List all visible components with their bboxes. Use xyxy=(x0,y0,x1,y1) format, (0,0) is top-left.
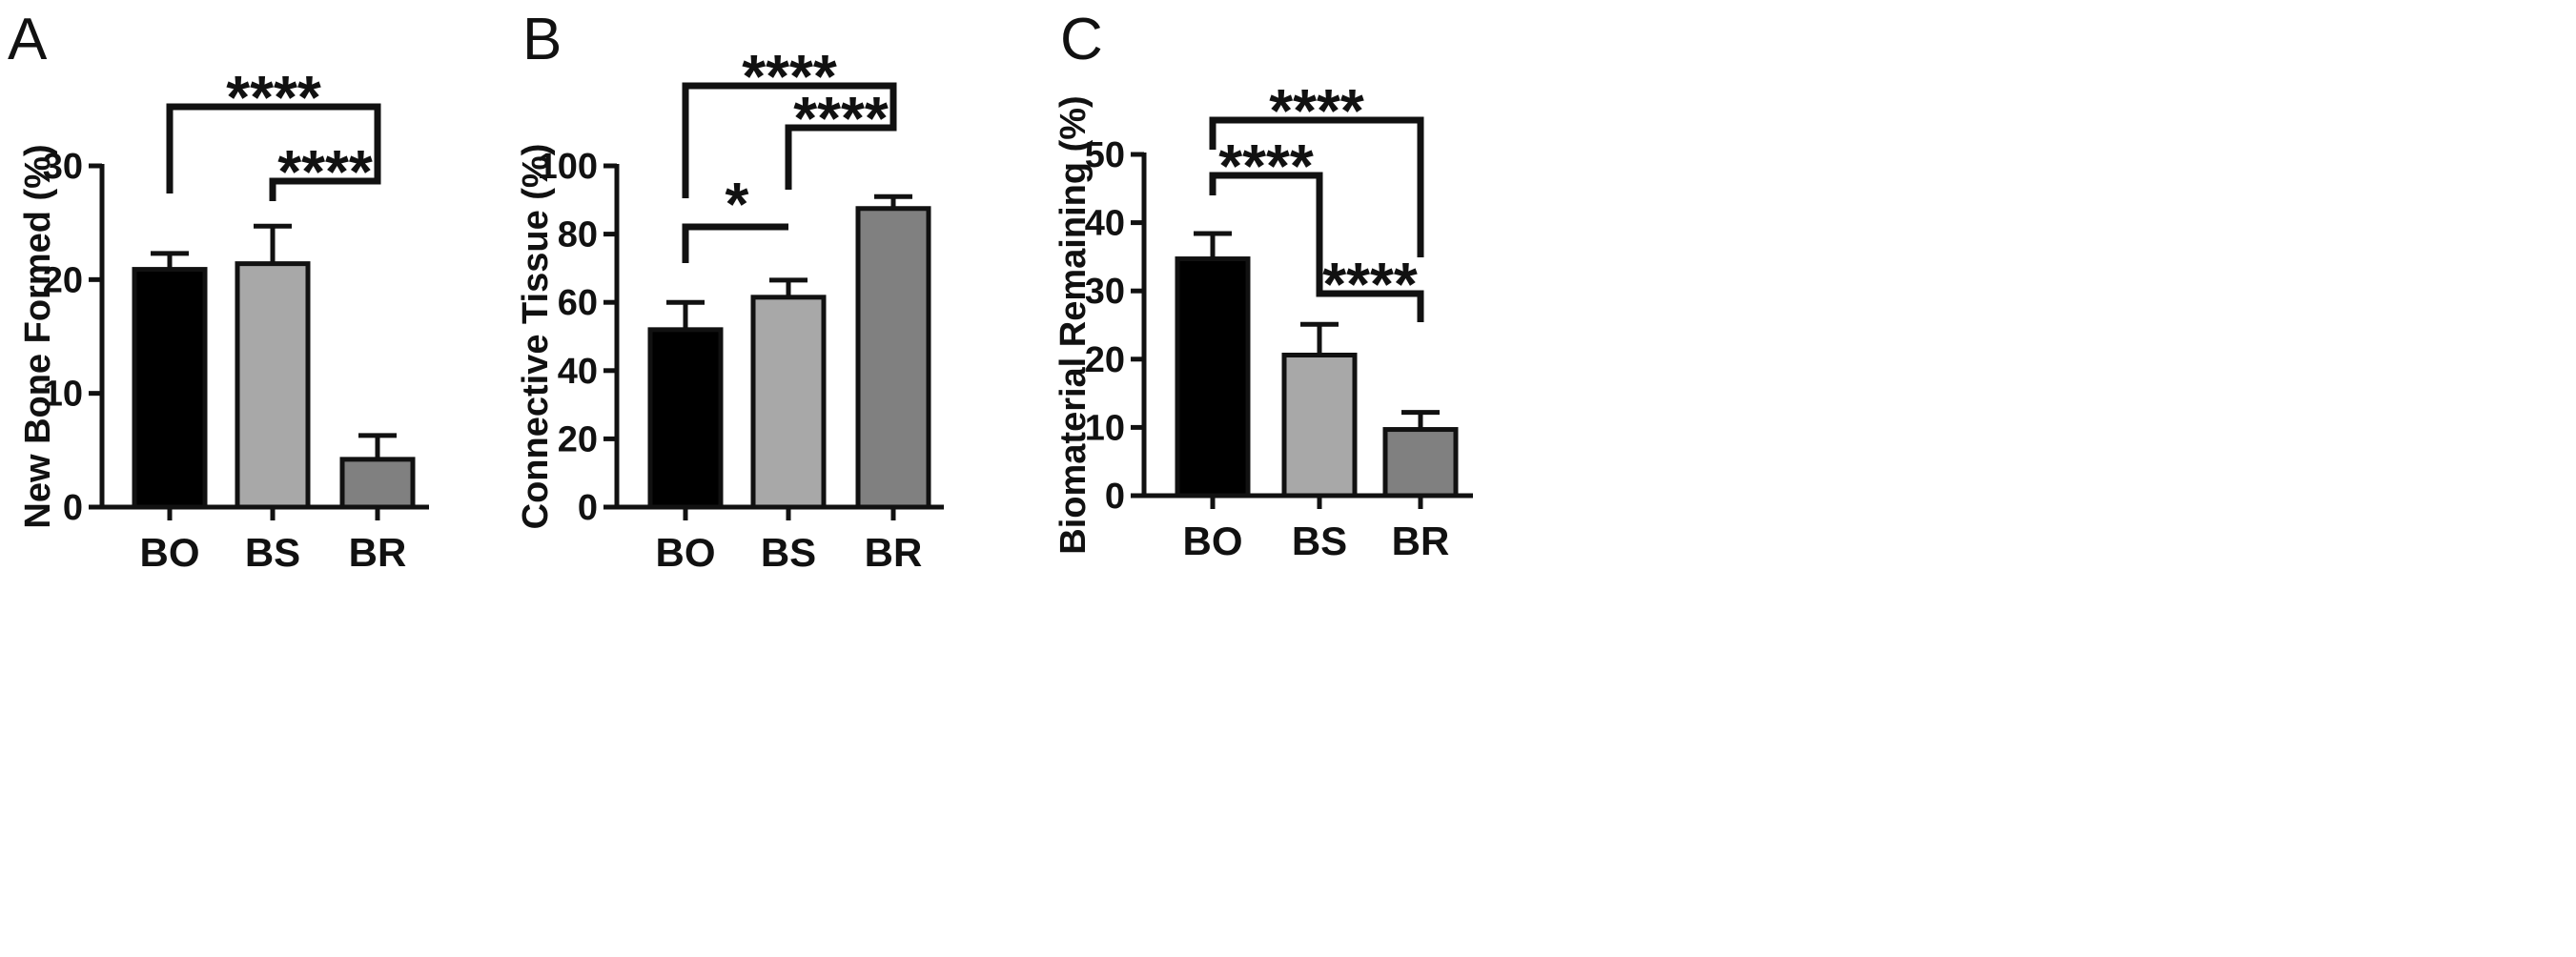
bar-br xyxy=(855,206,931,510)
y-tick-label: 40 xyxy=(1085,204,1125,244)
x-tick-label: BR xyxy=(349,530,407,575)
y-tick-label: 30 xyxy=(43,147,83,187)
panel-letter: B xyxy=(522,7,562,72)
significance-bracket xyxy=(785,105,897,190)
y-tick-label: 50 xyxy=(1085,135,1125,175)
significance-label: **** xyxy=(226,63,321,132)
y-axis-label: Biomaterial Remaining (%) xyxy=(1053,95,1094,554)
y-tick-label: 100 xyxy=(538,147,598,187)
y-tick-label: 20 xyxy=(558,419,598,459)
significance-bracket xyxy=(1316,280,1424,322)
y-tick-label: 20 xyxy=(1085,340,1125,380)
y-axis-label: New Bone Formed (%) xyxy=(18,144,58,528)
x-tick-label: BR xyxy=(1392,519,1450,563)
significance-bracket xyxy=(682,82,897,198)
panel-letter: A xyxy=(8,7,48,72)
x-tick-label: BS xyxy=(761,530,816,575)
y-tick-label: 10 xyxy=(1085,408,1125,448)
significance-label: **** xyxy=(742,42,837,111)
significance-bracket xyxy=(682,223,788,263)
x-tick-label: BO xyxy=(656,530,716,575)
panel-letter: C xyxy=(1060,7,1103,72)
significance-label: **** xyxy=(793,84,889,153)
x-tick-label: BO xyxy=(140,530,200,575)
y-tick-label: 0 xyxy=(63,488,83,528)
panel-b: B Connective Tissue (%) 0 20 40 60 80 100 BO BS BR… xyxy=(516,7,944,575)
bar-bo xyxy=(132,267,208,510)
x-tick-label: BS xyxy=(1292,519,1347,563)
x-tick-label: BS xyxy=(245,530,300,575)
y-tick-label: 30 xyxy=(1085,272,1125,312)
y-tick-label: 40 xyxy=(558,352,598,392)
y-axis-label: Connective Tissue (%) xyxy=(516,144,556,530)
significance-bracket xyxy=(1209,116,1424,257)
bar-bs xyxy=(1281,353,1358,499)
y-tick-label: 20 xyxy=(43,260,83,300)
bar-bs xyxy=(235,261,311,510)
significance-bracket xyxy=(166,103,381,193)
x-tick-label: BO xyxy=(1183,519,1243,563)
bar-br xyxy=(339,457,416,510)
significance-label: * xyxy=(726,170,749,238)
y-tick-label: 0 xyxy=(578,488,598,528)
significance-label: **** xyxy=(1322,250,1418,318)
bar-bo xyxy=(1175,256,1251,499)
y-tick-label: 10 xyxy=(43,375,83,415)
bar-bs xyxy=(750,295,827,510)
significance-label: **** xyxy=(277,137,373,206)
panel-c: C Biomaterial Remaining (%) 0 10 20 30 40 50 BO B… xyxy=(1053,7,1473,563)
significance-bracket xyxy=(269,145,381,201)
bar-bo xyxy=(647,327,724,510)
panel-a: A New Bone Formed (%) 0 10 20 30 BO BS BR *******… xyxy=(8,7,429,575)
significance-label: **** xyxy=(1269,76,1364,145)
x-tick-label: BR xyxy=(865,530,923,575)
significance-label: **** xyxy=(1218,132,1314,200)
y-tick-label: 60 xyxy=(558,283,598,323)
y-tick-label: 80 xyxy=(558,215,598,255)
y-tick-label: 0 xyxy=(1105,477,1125,517)
significance-bracket xyxy=(1209,172,1323,280)
bar-br xyxy=(1382,427,1459,499)
